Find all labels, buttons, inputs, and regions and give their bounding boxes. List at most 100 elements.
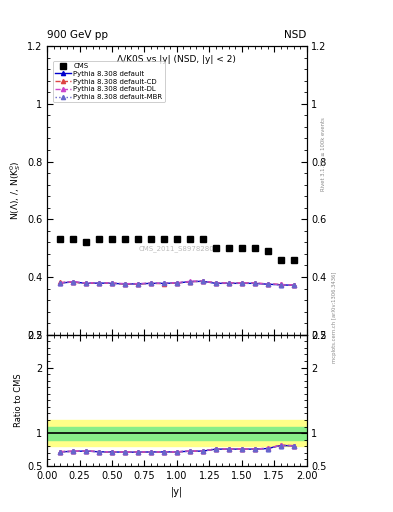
Pythia 8.308 default-CD [84, 280, 88, 286]
Pythia 8.308 default-CD [97, 280, 101, 286]
Pythia 8.308 default [71, 279, 75, 285]
Pythia 8.308 default-MBR [265, 281, 270, 287]
Pythia 8.308 default [187, 279, 192, 285]
Pythia 8.308 default-MBR [162, 280, 166, 286]
Pythia 8.308 default-CD [265, 281, 270, 287]
CMS [71, 237, 75, 243]
Pythia 8.308 default-MBR [71, 279, 75, 285]
Pythia 8.308 default-CD [226, 280, 231, 286]
Pythia 8.308 default [200, 278, 205, 284]
Pythia 8.308 default-MBR [123, 281, 127, 287]
Pythia 8.308 default-DL [123, 281, 127, 287]
Text: CMS_2011_S8978280: CMS_2011_S8978280 [139, 245, 215, 251]
Pythia 8.308 default-CD [162, 281, 166, 287]
Line: CMS: CMS [57, 236, 297, 263]
Pythia 8.308 default-DL [291, 282, 296, 288]
Pythia 8.308 default-MBR [136, 281, 140, 287]
CMS [123, 237, 127, 243]
CMS [97, 237, 101, 243]
Pythia 8.308 default-CD [123, 281, 127, 287]
CMS [239, 245, 244, 251]
Pythia 8.308 default [162, 280, 166, 286]
Pythia 8.308 default [149, 280, 153, 286]
CMS [278, 257, 283, 263]
CMS [213, 245, 218, 251]
Pythia 8.308 default-MBR [84, 280, 88, 286]
Line: Pythia 8.308 default-CD: Pythia 8.308 default-CD [58, 279, 296, 287]
Pythia 8.308 default-DL [136, 281, 140, 287]
Pythia 8.308 default-MBR [110, 280, 114, 286]
Pythia 8.308 default [291, 282, 296, 288]
Pythia 8.308 default [239, 280, 244, 286]
Pythia 8.308 default-CD [291, 282, 296, 288]
Y-axis label: N(Λ), /, N(K$_S^0$): N(Λ), /, N(K$_S^0$) [8, 161, 23, 220]
CMS [187, 237, 192, 243]
Pythia 8.308 default-MBR [174, 280, 179, 286]
Pythia 8.308 default-DL [187, 278, 192, 284]
Pythia 8.308 default [213, 280, 218, 286]
CMS [291, 257, 296, 263]
Pythia 8.308 default-CD [149, 280, 153, 286]
Pythia 8.308 default-MBR [252, 280, 257, 286]
Pythia 8.308 default-CD [252, 280, 257, 286]
Pythia 8.308 default [226, 280, 231, 286]
Pythia 8.308 default-MBR [187, 279, 192, 285]
Pythia 8.308 default-MBR [213, 280, 218, 286]
Pythia 8.308 default [136, 281, 140, 287]
Pythia 8.308 default-DL [265, 281, 270, 287]
Pythia 8.308 default [58, 280, 62, 286]
CMS [252, 245, 257, 251]
Pythia 8.308 default-DL [71, 279, 75, 285]
CMS [226, 245, 231, 251]
Pythia 8.308 default [265, 281, 270, 287]
Pythia 8.308 default-DL [174, 280, 179, 286]
CMS [149, 237, 153, 243]
Pythia 8.308 default-MBR [200, 278, 205, 284]
Bar [47, 426, 307, 440]
Pythia 8.308 default [97, 280, 101, 286]
Pythia 8.308 default [174, 280, 179, 286]
Pythia 8.308 default-CD [174, 280, 179, 286]
Line: Pythia 8.308 default-MBR: Pythia 8.308 default-MBR [58, 279, 296, 287]
Pythia 8.308 default-DL [149, 280, 153, 286]
Line: Pythia 8.308 default-DL: Pythia 8.308 default-DL [58, 279, 296, 287]
Line: Pythia 8.308 default: Pythia 8.308 default [58, 279, 296, 287]
CMS [58, 237, 62, 243]
Pythia 8.308 default-DL [200, 278, 205, 284]
Pythia 8.308 default-MBR [239, 280, 244, 286]
Text: NSD: NSD [284, 30, 307, 40]
Pythia 8.308 default-CD [187, 279, 192, 285]
CMS [84, 239, 88, 245]
CMS [136, 237, 140, 243]
Pythia 8.308 default-MBR [226, 280, 231, 286]
Legend: CMS, Pythia 8.308 default, Pythia 8.308 default-CD, Pythia 8.308 default-DL, Pyt: CMS, Pythia 8.308 default, Pythia 8.308 … [53, 61, 165, 102]
Pythia 8.308 default [278, 282, 283, 288]
Pythia 8.308 default-DL [239, 280, 244, 286]
CMS [265, 248, 270, 254]
Pythia 8.308 default-DL [226, 280, 231, 286]
Pythia 8.308 default-CD [110, 280, 114, 286]
Pythia 8.308 default [123, 281, 127, 287]
Pythia 8.308 default-DL [84, 280, 88, 286]
CMS [110, 237, 114, 243]
Pythia 8.308 default-CD [58, 280, 62, 286]
Bar [47, 420, 307, 446]
Pythia 8.308 default-DL [97, 280, 101, 286]
Text: Rivet 3.1.10, ≥ 100k events: Rivet 3.1.10, ≥ 100k events [320, 117, 325, 190]
Pythia 8.308 default-CD [239, 280, 244, 286]
CMS [162, 237, 166, 243]
CMS [200, 237, 205, 243]
Pythia 8.308 default-DL [110, 280, 114, 286]
Pythia 8.308 default-DL [252, 280, 257, 286]
Pythia 8.308 default-MBR [58, 280, 62, 286]
Pythia 8.308 default-CD [200, 278, 205, 284]
Text: Λ/K0S vs |y| (NSD, |y| < 2): Λ/K0S vs |y| (NSD, |y| < 2) [118, 55, 236, 63]
Pythia 8.308 default-DL [278, 282, 283, 288]
Pythia 8.308 default-CD [71, 279, 75, 285]
Text: 900 GeV pp: 900 GeV pp [47, 30, 108, 40]
Pythia 8.308 default [110, 280, 114, 286]
Pythia 8.308 default-CD [136, 281, 140, 287]
Pythia 8.308 default-DL [213, 280, 218, 286]
Pythia 8.308 default-CD [213, 280, 218, 286]
Pythia 8.308 default-MBR [291, 282, 296, 288]
